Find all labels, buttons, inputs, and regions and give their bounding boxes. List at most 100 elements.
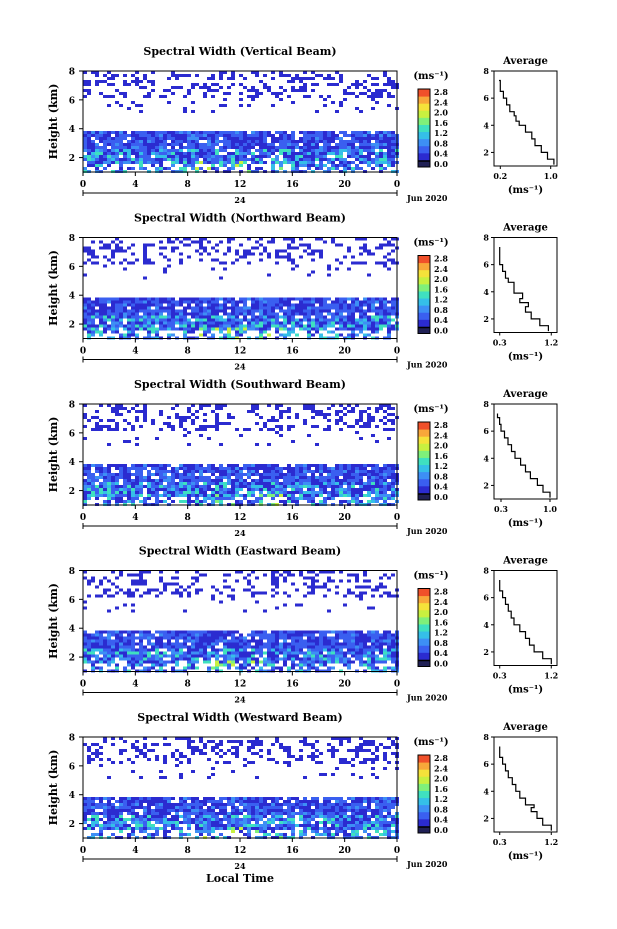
heatmap-cell [187,321,191,325]
heatmap-cell [315,657,319,661]
heatmap-cell [343,663,347,667]
heatmap-cell [127,327,131,331]
heatmap-cell [151,80,155,83]
heatmap-cell [259,312,263,316]
heatmap-cell [271,419,275,422]
heatmap-cell [379,158,383,161]
heatmap-cell [143,591,147,595]
heatmap-cell [103,491,107,494]
heatmap-cell [191,639,195,643]
heatmap-cell [147,161,151,164]
heatmap-cell [99,473,103,476]
heatmap-cell [351,146,355,149]
heatmap-cell [379,167,383,170]
heatmap-cell [187,297,191,301]
heatmap-cell [171,140,175,143]
heatmap-cell [275,479,279,482]
heatmap-cell [223,261,227,265]
heatmap-cell [375,636,379,640]
heatmap-cell [355,648,359,652]
heatmap-cell [111,464,115,467]
heatmap-cell [287,407,291,410]
heatmap-cell [319,648,323,652]
heatmap-cell [355,639,359,643]
heatmap-cell [155,654,159,658]
heatmap-cell [263,470,267,473]
x-tick-label: 8 [185,513,191,523]
heatmap-cell [143,276,147,280]
heatmap-cell [299,648,303,652]
heatmap-cell [267,312,271,316]
heatmap-cell [347,470,351,473]
heatmap-cell [363,470,367,473]
heatmap-cell [379,467,383,470]
heatmap-cell [83,660,87,664]
heatmap-cell [351,312,355,316]
heatmap-cell [159,95,163,98]
heatmap-cell [355,654,359,658]
heatmap-cell [83,134,87,137]
heatmap-cell [303,155,307,158]
heatmap-cell [219,131,223,134]
heatmap-cell [283,249,287,253]
heatmap-cell [211,642,215,646]
colorbar-swatch [418,138,430,147]
heatmap-cell [131,101,135,104]
colorbar-tick-label: 2.4 [434,264,448,274]
heatmap-cell [335,657,339,661]
heatmap-cell [275,140,279,143]
heatmap-cell [287,651,291,655]
heatmap-cell [267,494,271,497]
heatmap-cell [83,464,87,467]
heatmap-cell [291,155,295,158]
heatmap-cell [371,588,375,592]
heatmap-cell [343,149,347,152]
heatmap-cell [247,249,251,253]
heatmap-cell [255,660,259,664]
heatmap-cell [191,654,195,658]
heatmap-cell [275,431,279,434]
heatmap-cell [383,146,387,149]
heatmap-cell [343,140,347,143]
heatmap-cell [227,318,231,322]
heatmap-cell [127,630,131,634]
heatmap-cell [163,476,167,479]
heatmap-cell [207,324,211,328]
heatmap-cell [139,579,143,583]
heatmap-cell [135,404,139,407]
heatmap-cell [323,485,327,488]
heatmap-cell [267,467,271,470]
heatmap-cell [343,464,347,467]
heatmap-cell [283,657,287,661]
colorbar-tick-label: 2.4 [434,430,448,440]
heatmap-cell [315,425,319,428]
heatmap-cell [311,321,315,325]
heatmap-cell [227,479,231,482]
heatmap-cell [111,321,115,325]
heatmap-cell [139,110,143,113]
colorbar-tick-label: 0.0 [434,492,448,502]
heatmap-cell [115,488,119,491]
heatmap-cell [235,306,239,310]
heatmap-cell [343,318,347,322]
heatmap-cell [123,428,127,431]
heatmap-cell [291,89,295,92]
heatmap-cell [363,585,367,589]
heatmap-cell [211,425,215,428]
heatmap-cell [323,140,327,143]
heatmap-cell [183,164,187,167]
heatmap-cell [195,249,199,253]
heatmap-cell [351,155,355,158]
heatmap-cell [215,666,219,670]
heatmap-cell [287,327,291,331]
heatmap-cell [175,737,179,740]
heatmap-cell [279,410,283,413]
profile-line [499,79,555,165]
heatmap-cell [159,488,163,491]
heatmap-cell [351,479,355,482]
heatmap-cell [195,657,199,661]
heatmap-cell [135,479,139,482]
heatmap-cell [95,315,99,319]
heatmap-cell [211,491,215,494]
heatmap-cell [111,158,115,161]
